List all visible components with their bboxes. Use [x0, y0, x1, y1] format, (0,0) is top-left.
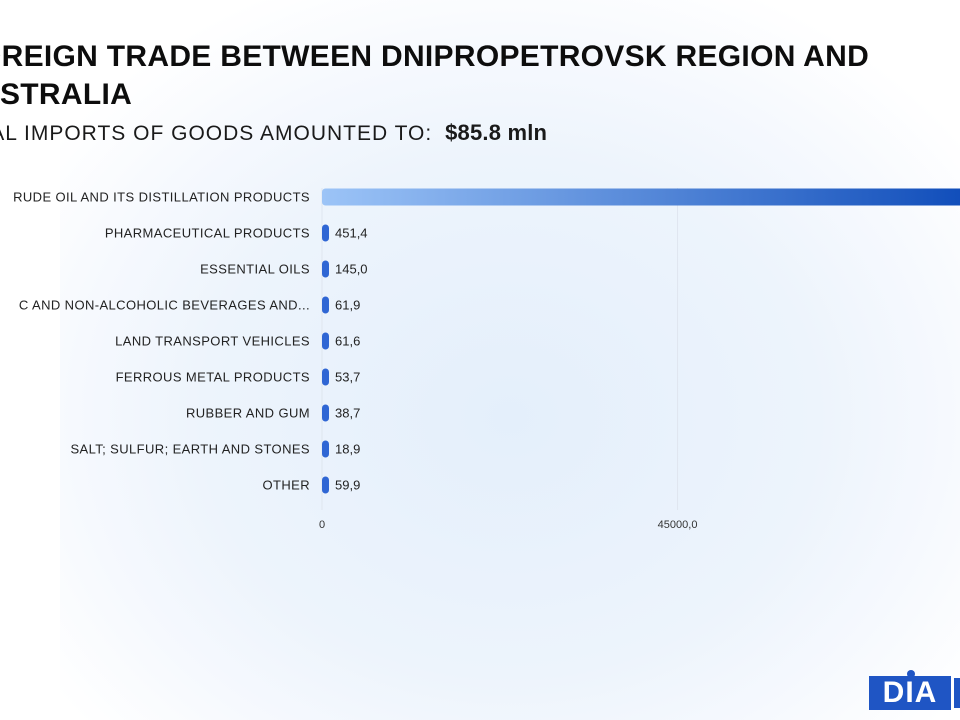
category-label: SALT; SULFUR; EARTH AND STONES	[70, 442, 310, 457]
subtitle-text: TAL IMPORTS OF GOODS AMOUNTED TO:	[0, 122, 433, 145]
bar	[322, 188, 960, 206]
bar	[322, 440, 329, 458]
category-label: LAND TRANSPORT VEHICLES	[115, 334, 310, 349]
category-label: PHARMACEUTICAL PRODUCTS	[105, 226, 310, 241]
data-label: 145,0	[335, 262, 368, 277]
bar	[322, 476, 329, 494]
bar	[322, 224, 329, 242]
x-tick-label: 45000,0	[658, 519, 698, 531]
category-label: OTHER	[263, 478, 311, 493]
bar	[322, 404, 329, 422]
logo-dot	[907, 670, 915, 678]
logo-side-mark	[954, 678, 960, 708]
data-label: 451,4	[335, 226, 368, 241]
category-label: ESSENTIAL OILS	[200, 262, 310, 277]
data-label: 18,9	[335, 442, 360, 457]
data-label: 59,9	[335, 478, 360, 493]
subtitle-amount: $85.8 mln	[445, 120, 548, 145]
category-label: FERROUS METAL PRODUCTS	[116, 370, 310, 385]
data-label: 38,7	[335, 406, 360, 421]
data-label: 53,7	[335, 370, 360, 385]
bar	[322, 332, 329, 350]
category-label: RUDE OIL AND ITS DISTILLATION PRODUCTS	[13, 190, 310, 205]
bar	[322, 368, 329, 386]
bar	[322, 296, 329, 314]
bar	[322, 260, 329, 278]
x-tick-label: 0	[319, 519, 325, 531]
data-label: 61,9	[335, 298, 360, 313]
dia-logo: DIA	[869, 670, 960, 710]
category-label: C AND NON-ALCOHOLIC BEVERAGES AND...	[19, 298, 310, 313]
category-label: RUBBER AND GUM	[186, 406, 310, 421]
data-label: 61,6	[335, 334, 360, 349]
subtitle: TAL IMPORTS OF GOODS AMOUNTED TO: $85.8 …	[0, 120, 547, 146]
page-title: OREIGN TRADE BETWEEN DNIPROPETROVSK REGI…	[0, 40, 870, 111]
logo-text: DIA	[869, 676, 951, 710]
